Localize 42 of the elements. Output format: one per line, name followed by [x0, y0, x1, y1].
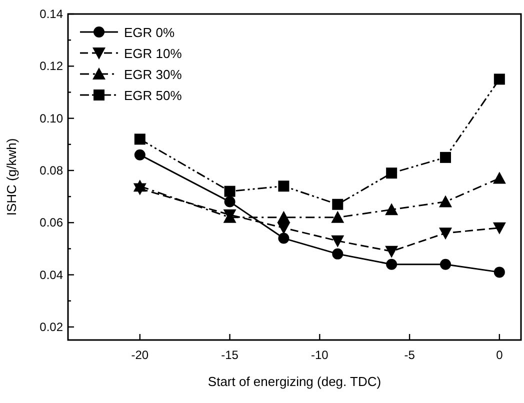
point [385, 203, 398, 216]
point [331, 235, 344, 248]
point [134, 149, 146, 160]
point [385, 246, 398, 258]
point [331, 210, 344, 223]
y-tick-label: 0.02 [40, 320, 64, 334]
x-tick-label: -10 [310, 348, 329, 362]
legend-label: EGR 50% [124, 88, 182, 103]
x-tick-label: -20 [131, 348, 149, 362]
point [494, 266, 505, 278]
x-tick-label: 0 [496, 348, 504, 362]
point [224, 186, 236, 197]
legend-label: EGR 0% [124, 25, 176, 40]
point [332, 198, 344, 210]
point [332, 248, 344, 260]
point [386, 258, 398, 270]
y-axis-title: ISHC (g/kwh) [4, 138, 19, 216]
y-tick-label: 0.08 [40, 163, 64, 178]
point [492, 222, 506, 234]
point [440, 258, 451, 270]
point [492, 172, 506, 184]
point [278, 180, 290, 192]
legend-label: EGR 10% [124, 46, 182, 61]
y-tick-label: 0.14 [40, 7, 64, 21]
x-tick-label: -5 [404, 348, 416, 362]
point [134, 134, 146, 145]
y-tick-label: 0.10 [40, 111, 64, 126]
point [386, 168, 398, 179]
point [277, 210, 290, 223]
x-tick-label: -15 [221, 348, 239, 362]
y-tick-label: 0.06 [40, 216, 64, 230]
x-axis-title: Start of energizing (deg. TDC) [208, 374, 382, 389]
point [439, 228, 452, 240]
legend-label: EGR 30% [124, 67, 182, 82]
point [133, 180, 146, 192]
y-tick-label: 0.04 [40, 268, 64, 282]
point [494, 74, 505, 85]
y-tick-label: 0.12 [40, 59, 64, 74]
point [224, 196, 236, 208]
point [439, 195, 452, 208]
point [278, 232, 290, 244]
point [440, 152, 451, 163]
